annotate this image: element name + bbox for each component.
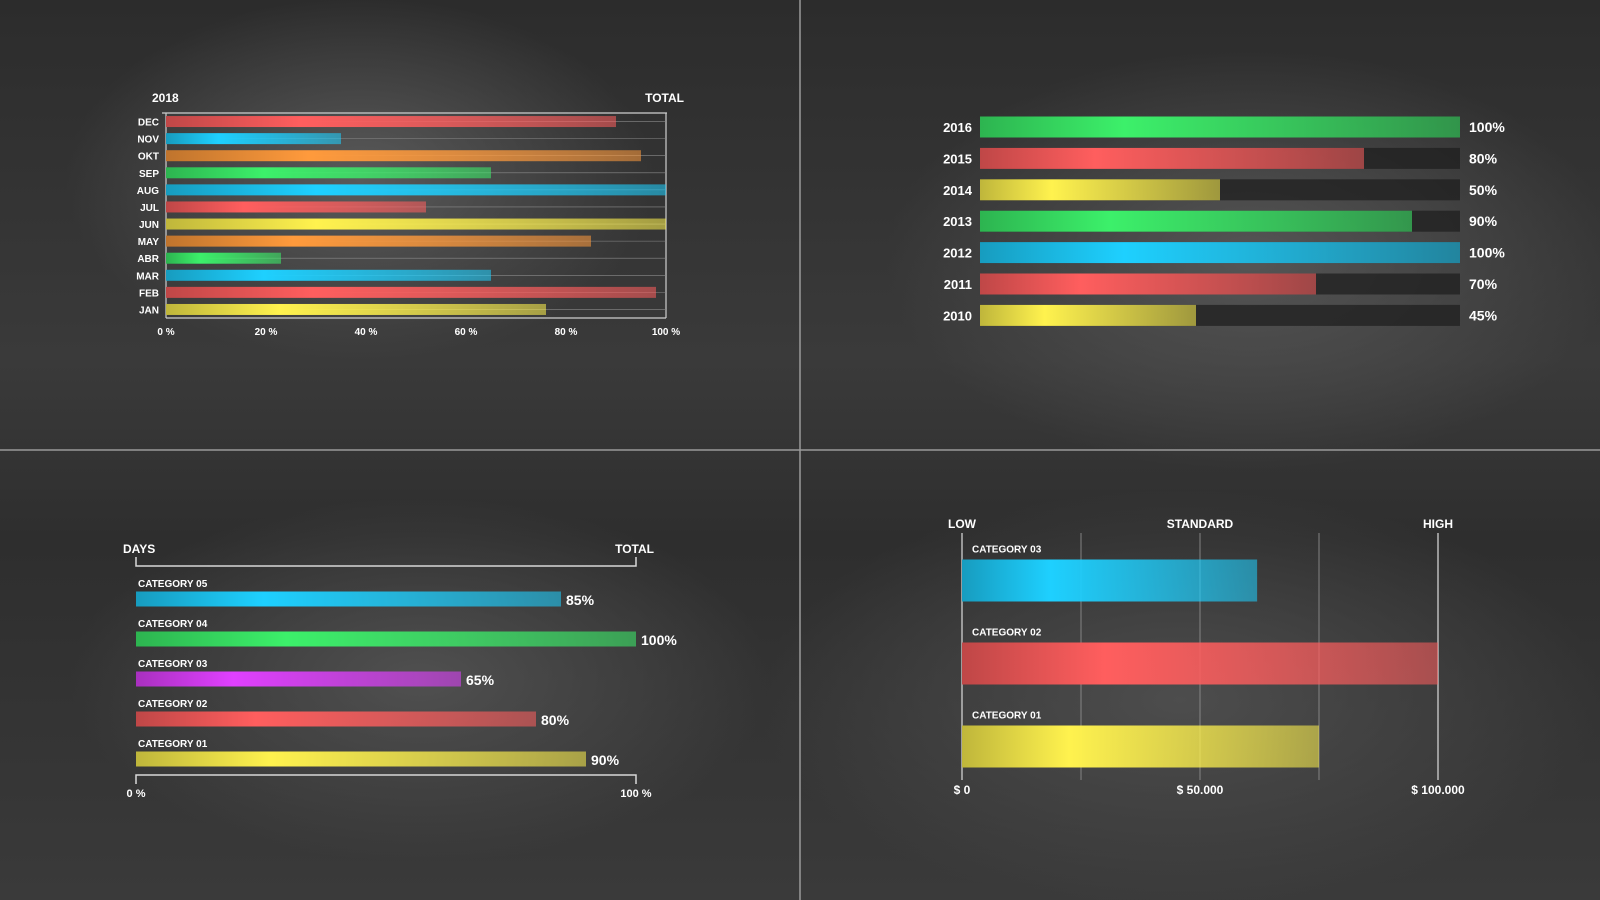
chart2-value-label: 90% xyxy=(1469,213,1498,229)
chart4-bar xyxy=(962,642,1438,685)
chart4-category-label: CATEGORY 01 xyxy=(972,711,1042,722)
chart3-bar xyxy=(136,671,461,687)
chart3-bar xyxy=(136,751,586,767)
chart3-category-label: CATEGORY 04 xyxy=(138,619,208,630)
chart1-bar xyxy=(166,269,491,281)
chart4-bar xyxy=(962,725,1319,768)
chart2-year-label: 2010 xyxy=(943,308,972,323)
chart1-bar xyxy=(166,303,546,315)
chart3-bottom-bracket xyxy=(135,774,637,784)
chart1-bar xyxy=(166,184,666,196)
chart1-bar xyxy=(166,167,491,179)
chart4-bar xyxy=(962,559,1258,602)
chart2-bar xyxy=(980,210,1412,232)
chart2-value-label: 100% xyxy=(1469,119,1505,135)
chart2-value-label: 70% xyxy=(1469,276,1498,292)
chart1-category-label: MAR xyxy=(136,271,160,282)
chart3-category-label: CATEGORY 01 xyxy=(138,739,208,750)
chart1-category-label: SEP xyxy=(139,169,159,180)
chart2-bar xyxy=(980,304,1196,326)
chart1-category-label: ABR xyxy=(137,254,159,265)
chart1-category-label: MAY xyxy=(138,237,160,248)
chart1-category-label: JAN xyxy=(139,305,159,316)
chart4-top-label: STANDARD xyxy=(1167,517,1234,531)
chart2-year-label: 2011 xyxy=(944,277,972,292)
chart3-value-label: 85% xyxy=(566,592,595,608)
chart3-corner-right: TOTAL xyxy=(615,542,654,556)
chart1-category-label: JUN xyxy=(139,220,159,231)
chart2-value-label: 80% xyxy=(1469,150,1498,166)
chart2-year-label: 2016 xyxy=(943,120,972,135)
chart1-bar xyxy=(166,201,426,213)
chart1-corner-left: 2018 xyxy=(152,91,179,105)
chart1-category-label: NOV xyxy=(137,135,159,146)
chart1-bar xyxy=(166,150,641,162)
chart2-year-label: 2015 xyxy=(943,151,972,166)
chart2-value-label: 50% xyxy=(1469,182,1498,198)
chart2-bar xyxy=(980,116,1460,138)
chart3-x-tick-label: 100 % xyxy=(620,788,651,800)
chart1-category-label: DEC xyxy=(138,118,159,129)
chart1-x-tick-label: 40 % xyxy=(355,327,378,338)
chart3-bar xyxy=(136,711,536,727)
chart3-top-bracket xyxy=(135,557,637,567)
chart3-bar xyxy=(136,591,561,607)
chart3-x-tick-label: 0 % xyxy=(127,788,146,800)
chart4-category-label: CATEGORY 02 xyxy=(972,628,1042,639)
chart1-x-tick-label: 20 % xyxy=(255,327,278,338)
chart3-bar xyxy=(136,631,636,647)
value-range-chart: LOW STANDARD HIGH CATEGORY 03 CATEGORY 02 CA… xyxy=(948,517,1465,797)
yearly-progress-chart: 2016 2015 2014 2013 2012 2011 2010 100% 80% 50% 9… xyxy=(943,116,1505,326)
chart1-bar xyxy=(166,133,341,145)
chart1-x-tick-label: 60 % xyxy=(455,327,478,338)
chart3-value-label: 65% xyxy=(466,672,495,688)
chart1-category-label: AUG xyxy=(137,186,159,197)
chart1-bar xyxy=(166,116,616,128)
chart3-corner-left: DAYS xyxy=(123,542,155,556)
chart1-corner-right: TOTAL xyxy=(645,91,684,105)
chart2-bar xyxy=(980,273,1316,295)
chart3-category-label: CATEGORY 02 xyxy=(138,699,208,710)
chart2-year-label: 2013 xyxy=(943,214,972,229)
chart1-bar xyxy=(166,286,656,298)
chart4-x-tick-label: $ 0 xyxy=(954,783,971,797)
chart1-category-label: JUL xyxy=(140,203,159,214)
chart1-category-label: OKT xyxy=(138,152,159,163)
chart4-category-label: CATEGORY 03 xyxy=(972,545,1042,556)
chart1-x-tick-label: 100 % xyxy=(652,327,680,338)
chart2-value-label: 45% xyxy=(1469,307,1498,323)
chart3-value-label: 80% xyxy=(541,712,570,728)
chart1-category-label: FEB xyxy=(139,288,159,299)
chart3-value-label: 90% xyxy=(591,752,620,768)
chart4-top-label: LOW xyxy=(948,517,977,531)
category-percentage-chart: DAYS TOTAL CATEGORY 05 CATEGORY 04 CATEGOR… xyxy=(123,542,677,800)
chart1-x-tick-label: 80 % xyxy=(555,327,578,338)
chart1-x-tick-label: 0 % xyxy=(157,327,174,338)
chart4-x-tick-label: $ 100.000 xyxy=(1411,783,1465,797)
chart1-bar xyxy=(166,218,666,230)
chart3-category-label: CATEGORY 05 xyxy=(138,579,208,590)
chart2-year-label: 2012 xyxy=(943,246,972,261)
chart4-x-tick-label: $ 50.000 xyxy=(1177,783,1224,797)
chart2-bar xyxy=(980,242,1460,264)
chart2-bar xyxy=(980,147,1364,169)
chart2-bar xyxy=(980,179,1220,201)
chart1-bar xyxy=(166,252,281,264)
chart2-value-label: 100% xyxy=(1469,245,1505,261)
chart1-bar xyxy=(166,235,591,247)
chart4-top-label: HIGH xyxy=(1423,517,1453,531)
chart3-category-label: CATEGORY 03 xyxy=(138,659,208,670)
chart2-year-label: 2014 xyxy=(943,183,973,198)
chart3-value-label: 100% xyxy=(641,632,677,648)
monthly-bar-chart: 2018 TOTAL DEC NOV OKT SEP AUG JUL JUN MAY ABR MA… xyxy=(136,91,684,338)
